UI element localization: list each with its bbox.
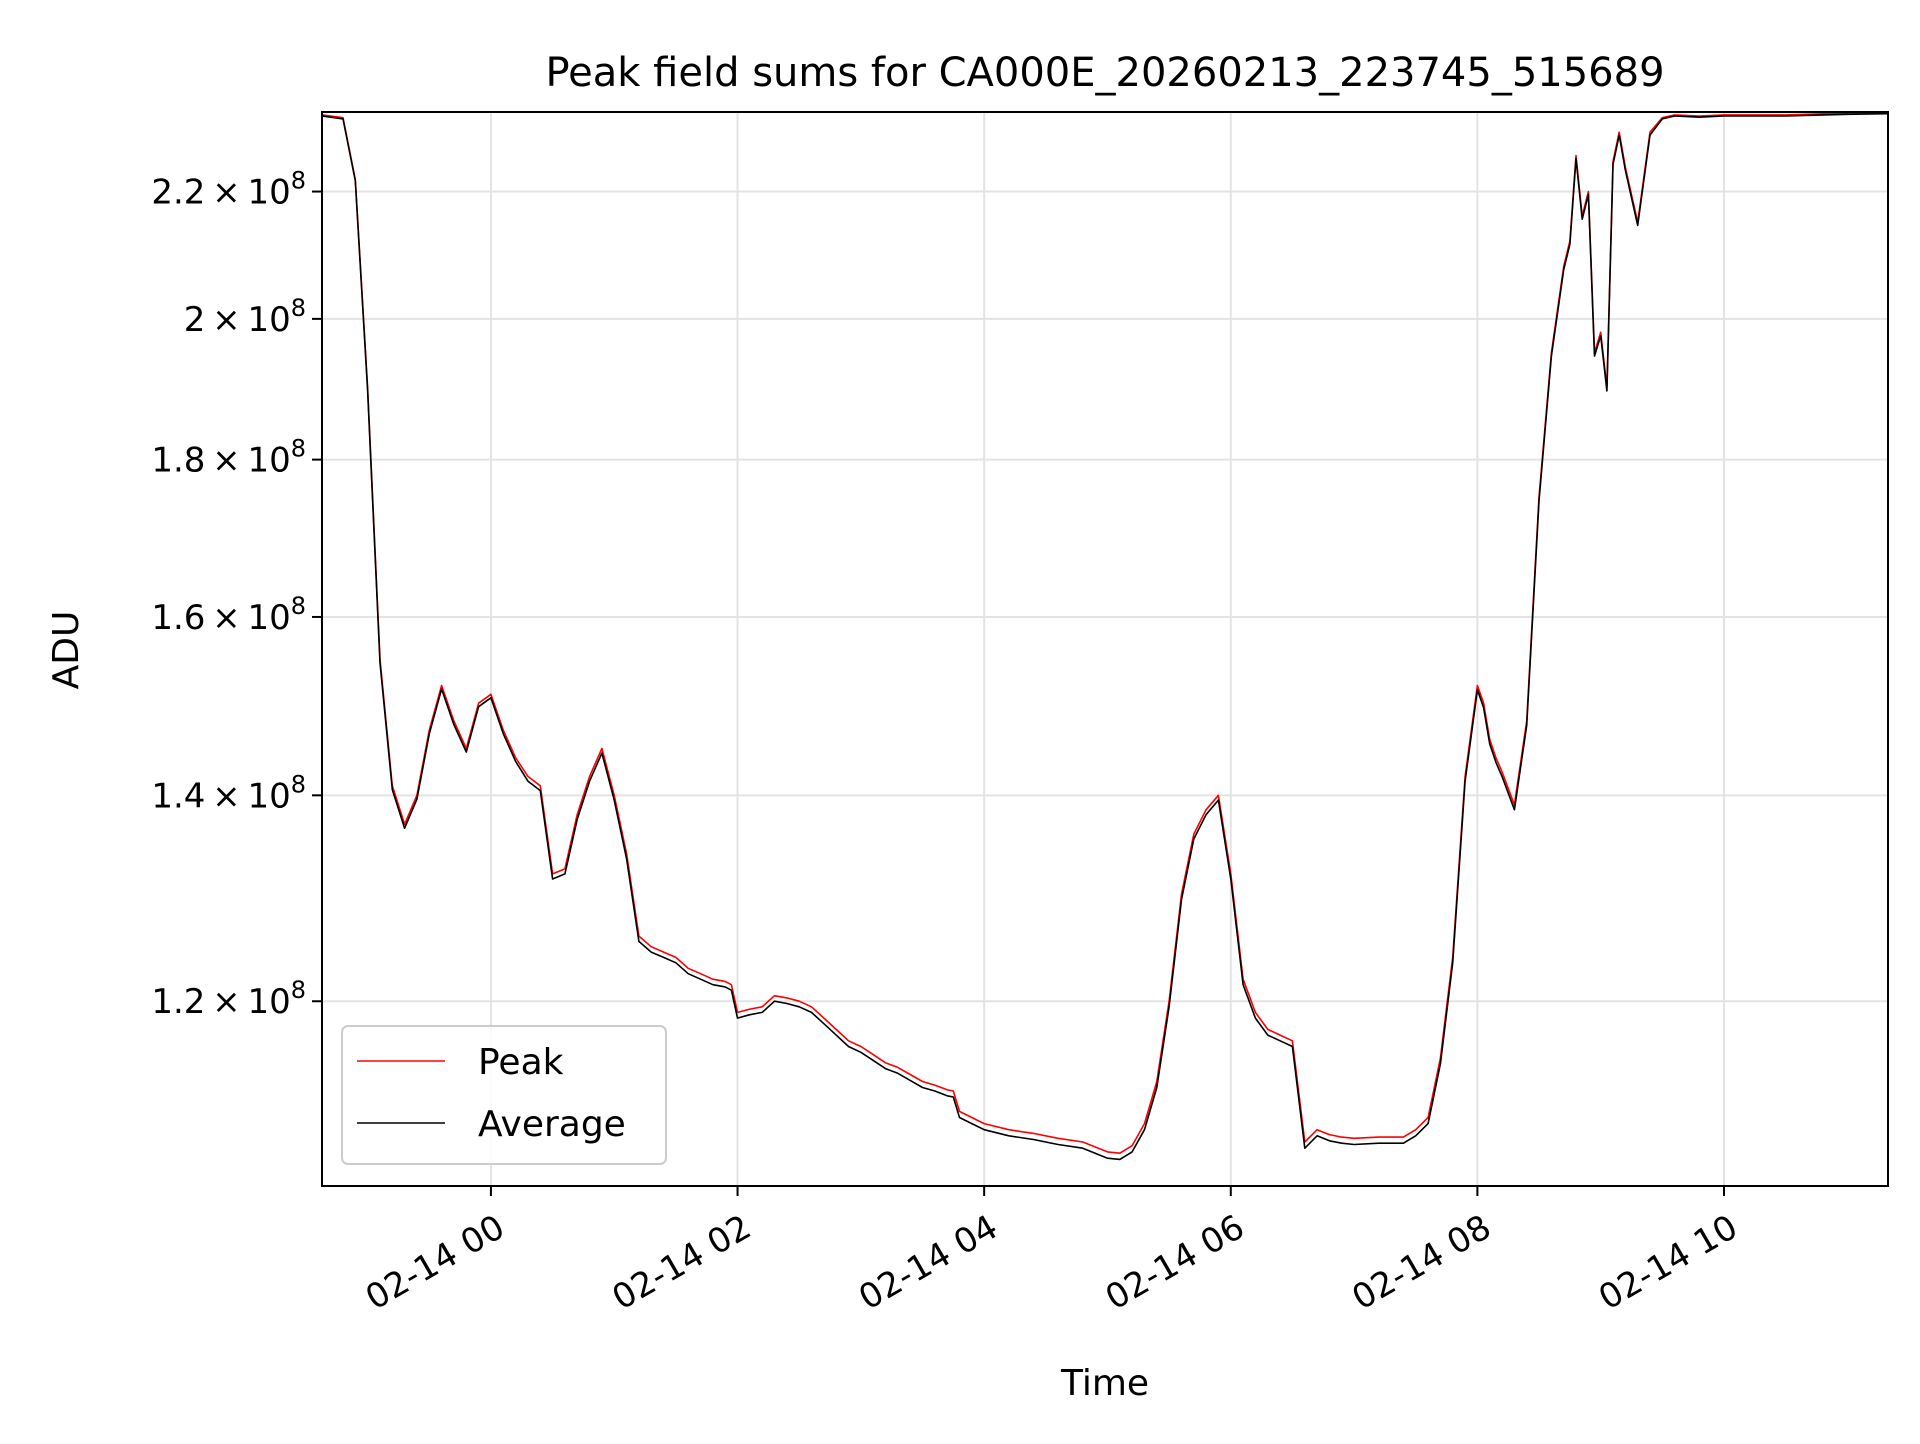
y-tick-exponent: 8 xyxy=(291,167,306,195)
y-tick-label: 1.8 × 108 xyxy=(151,435,306,481)
chart-title: Peak field sums for CA000E_20260213_2237… xyxy=(545,50,1664,96)
legend: Peak Average xyxy=(341,1025,667,1165)
y-axis-label: ADU xyxy=(46,611,87,690)
series-line-average xyxy=(321,112,1889,1161)
series-group xyxy=(321,111,1889,1161)
y-tick-label: 1.6 × 108 xyxy=(151,592,306,638)
y-tick-exponent: 8 xyxy=(291,592,306,620)
y-tick-label: 1.2 × 108 xyxy=(151,976,306,1022)
y-tick-mantissa: 1.4 × 10 xyxy=(151,776,290,816)
y-tick-mantissa: 2 × 10 xyxy=(184,300,291,340)
plot-frame xyxy=(321,111,1889,1187)
y-tick-mantissa: 2.2 × 10 xyxy=(151,173,290,213)
legend-peak-label: Peak xyxy=(478,1042,564,1083)
y-tick-mantissa: 1.6 × 10 xyxy=(151,598,290,638)
y-tick-label: 2 × 108 xyxy=(184,294,306,340)
y-tick-exponent: 8 xyxy=(291,435,306,463)
y-tick-exponent: 8 xyxy=(291,770,306,798)
y-tick-mantissa: 1.2 × 10 xyxy=(151,982,290,1022)
y-tick-exponent: 8 xyxy=(291,294,306,322)
y-tick-label: 2.2 × 108 xyxy=(151,167,306,213)
x-axis-label: Time xyxy=(1060,1363,1149,1404)
y-tick-exponent: 8 xyxy=(291,976,306,1004)
y-tick-mantissa: 1.8 × 10 xyxy=(151,441,290,481)
legend-average-label: Average xyxy=(478,1104,626,1145)
y-tick-label: 1.4 × 108 xyxy=(151,770,306,816)
